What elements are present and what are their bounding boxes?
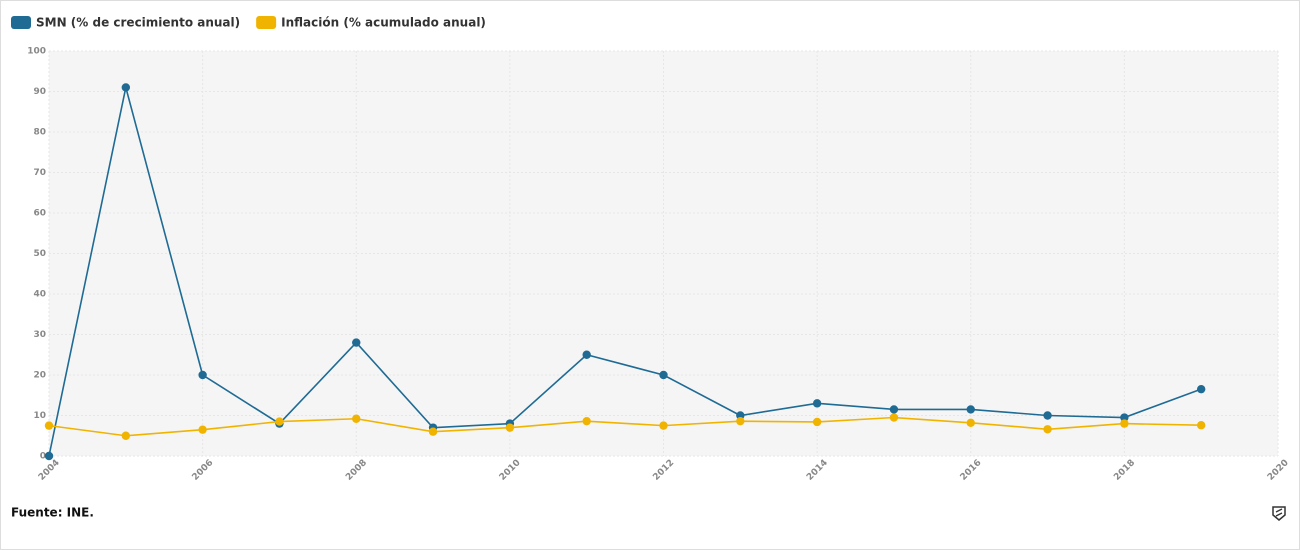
point xyxy=(812,417,822,427)
logo xyxy=(1272,506,1286,521)
point xyxy=(121,83,131,92)
point xyxy=(44,421,54,430)
y-tick-label: 10 xyxy=(33,411,46,421)
y-tick-label: 90 xyxy=(33,87,46,97)
point xyxy=(352,338,361,347)
source: Fuente: INE. xyxy=(11,506,94,520)
y-tick-label: 40 xyxy=(33,290,46,300)
point xyxy=(428,427,438,436)
y-tick-label: 50 xyxy=(33,249,46,259)
point xyxy=(1043,411,1052,420)
x-tick-label: 2008 xyxy=(344,458,369,483)
y-tick-label: 60 xyxy=(33,209,46,219)
point xyxy=(736,416,745,426)
legend-label: Inflación (% acumulado anual) xyxy=(281,16,486,30)
legend-label: SMN (% de crecimiento anual) xyxy=(36,16,240,30)
point xyxy=(1120,413,1129,422)
point xyxy=(198,370,207,380)
point xyxy=(889,405,899,414)
y-tick-label: 80 xyxy=(33,128,46,138)
point xyxy=(198,425,207,434)
x-tick-label: 2018 xyxy=(1112,458,1137,483)
x-tick-label: 2010 xyxy=(498,458,523,483)
point xyxy=(352,414,361,423)
point xyxy=(889,413,899,422)
point xyxy=(966,405,975,414)
point xyxy=(812,399,822,408)
point xyxy=(121,431,131,440)
x-tick-label: 2016 xyxy=(959,458,984,483)
x-tick-label: 2006 xyxy=(191,458,216,483)
x-tick-label: 2020 xyxy=(1266,458,1291,483)
point xyxy=(1196,421,1206,430)
point xyxy=(1196,384,1206,394)
y-tick-label: 30 xyxy=(33,330,46,340)
point xyxy=(275,417,284,426)
point xyxy=(659,421,668,430)
y-tick-label: 0 xyxy=(40,452,46,462)
point xyxy=(1120,419,1129,428)
series-line xyxy=(48,416,1202,437)
x-tick-label: 2004 xyxy=(37,458,62,483)
legend-swatch xyxy=(256,16,277,29)
y-tick-label: 20 xyxy=(33,371,46,381)
point xyxy=(1043,425,1052,434)
x-tick-label: 2014 xyxy=(805,458,830,483)
point xyxy=(659,370,668,380)
y-tick-label: 100 xyxy=(27,47,46,57)
point xyxy=(582,416,591,426)
point xyxy=(44,451,54,461)
point xyxy=(966,418,975,427)
legend-swatch xyxy=(11,16,31,29)
point xyxy=(505,423,515,432)
series-line xyxy=(48,87,1202,457)
point xyxy=(582,350,591,359)
y-tick-label: 70 xyxy=(33,168,46,178)
x-tick-label: 2012 xyxy=(651,458,676,483)
